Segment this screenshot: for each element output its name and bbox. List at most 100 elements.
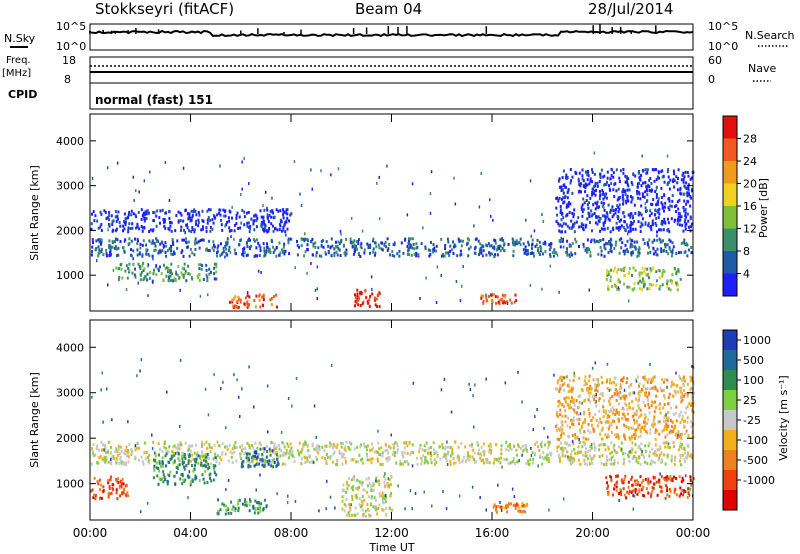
velocity-cell: [607, 433, 610, 437]
power-cell: [328, 251, 331, 255]
power-cell: [336, 244, 339, 248]
velocity-cell: [411, 464, 414, 468]
power-cell: [130, 254, 133, 258]
velocity-cell: [569, 403, 572, 407]
power-cell: [359, 255, 362, 258]
power-cell: [591, 193, 593, 197]
power-cell: [374, 253, 376, 257]
power-cell: [206, 275, 209, 279]
velocity-cell: [255, 488, 257, 492]
velocity-cell: [613, 443, 616, 447]
power-cell: [303, 254, 306, 258]
power-cell: [600, 227, 603, 231]
power-cell: [369, 294, 372, 298]
velocity-cell: [349, 508, 352, 512]
velocity-cell: [548, 443, 551, 447]
velocity-cell: [433, 452, 436, 455]
power-cell: [164, 250, 167, 254]
velocity-cell: [610, 430, 613, 434]
power-cell: [619, 169, 622, 173]
power-cell: [512, 254, 515, 258]
velocity-cell: [662, 406, 665, 410]
velocity-cell: [578, 437, 580, 441]
velocity-cell: [256, 501, 259, 505]
power-cell: [638, 170, 640, 173]
power-cell: [320, 169, 322, 173]
power-cell: [588, 182, 591, 186]
velocity-cell: [641, 388, 643, 391]
velocity-cell: [556, 446, 559, 449]
velocity-cell: [241, 502, 244, 506]
power-cell: [468, 247, 471, 251]
velocity-cell: [573, 371, 575, 375]
power-cell: [604, 247, 607, 251]
power-cell: [337, 240, 340, 244]
velocity-cell: [256, 455, 259, 459]
power-cell: [165, 211, 167, 215]
power-cell: [171, 272, 174, 276]
velocity-cell: [581, 453, 584, 457]
power-cell: [185, 241, 188, 245]
power-cell: [569, 244, 572, 248]
power-cell: [182, 273, 185, 277]
power-cell: [276, 228, 279, 232]
nsky-panel: [89, 23, 694, 51]
velocity-cell: [378, 483, 381, 486]
velocity-cell: [673, 462, 676, 466]
velocity-echo-region-7: [605, 474, 695, 500]
power-cell: [268, 250, 270, 253]
velocity-heatmap: [90, 358, 695, 518]
power-cell: [607, 285, 610, 289]
velocity-cell: [165, 452, 168, 456]
velocity-cell: [668, 488, 671, 491]
velocity-cell: [298, 441, 301, 445]
power-cell: [677, 269, 680, 273]
velocity-cell: [217, 509, 220, 513]
velocity-cell: [128, 443, 131, 447]
power-cell: [170, 278, 172, 282]
velocity-cell: [151, 447, 154, 451]
power-cell: [285, 220, 288, 224]
power-cell: [243, 251, 246, 255]
velocity-cell: [567, 455, 569, 459]
power-cell: [266, 230, 269, 234]
power-cell: [593, 238, 596, 242]
velocity-cell: [547, 440, 550, 444]
velocity-cell: [517, 443, 520, 447]
power-cell: [533, 254, 536, 258]
velocity-cell: [648, 391, 651, 395]
power-cell: [623, 215, 626, 219]
velocity-cell: [164, 478, 167, 482]
velocity-cell: [104, 459, 107, 463]
velocity-cell: [103, 443, 106, 447]
power-cell: [225, 241, 228, 245]
velocity-cell: [576, 411, 578, 415]
power-cell: [673, 185, 676, 189]
velocity-cell: [374, 498, 377, 502]
power-cell: [502, 249, 505, 252]
velocity-cell: [268, 459, 271, 463]
velocity-cell: [406, 444, 409, 448]
power-cell: [199, 294, 202, 298]
power-cell: [193, 253, 196, 257]
velocity-cell: [312, 460, 315, 464]
velocity-cell: [188, 470, 191, 474]
velocity-colorbar-tick-label: 500: [743, 354, 764, 367]
velocity-cell: [587, 422, 590, 426]
velocity-ytick-label: 1000: [56, 478, 84, 491]
power-cell: [152, 272, 155, 276]
velocity-cell: [687, 392, 690, 396]
velocity-cell: [532, 428, 534, 432]
velocity-cell: [616, 474, 619, 478]
power-cell: [568, 253, 571, 257]
velocity-cell: [184, 456, 187, 460]
velocity-cell: [140, 455, 143, 459]
power-cell: [255, 219, 258, 222]
velocity-cell: [613, 483, 616, 487]
velocity-cell: [458, 494, 461, 498]
power-cell: [398, 249, 401, 253]
velocity-cell: [554, 425, 557, 429]
power-cell: [429, 192, 432, 195]
power-cell: [605, 196, 608, 200]
velocity-cell: [115, 488, 118, 492]
